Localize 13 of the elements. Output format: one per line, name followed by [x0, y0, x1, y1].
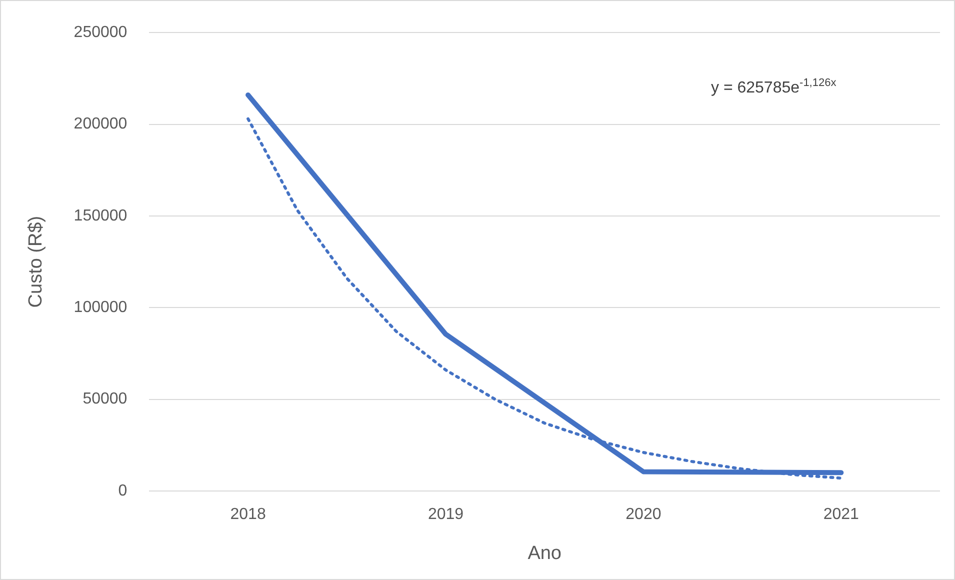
x-axis-title: Ano: [528, 542, 562, 564]
x-tick-label: 2019: [428, 506, 464, 524]
y-tick-label: 50000: [82, 390, 128, 408]
y-axis-title: Custo (R$): [26, 216, 47, 308]
x-tick-label: 2020: [626, 506, 662, 524]
x-tick-label: 2018: [230, 506, 266, 524]
x-tick-label: 2021: [823, 506, 860, 524]
y-tick-label: 250000: [74, 24, 128, 42]
y-tick-label: 0: [118, 482, 128, 500]
y-tick-label: 100000: [74, 299, 128, 316]
y-tick-label: 200000: [74, 116, 128, 133]
y-tick-label: 150000: [74, 207, 128, 224]
annotation: y = 625785e$^{-1,126x}$: [711, 77, 836, 98]
